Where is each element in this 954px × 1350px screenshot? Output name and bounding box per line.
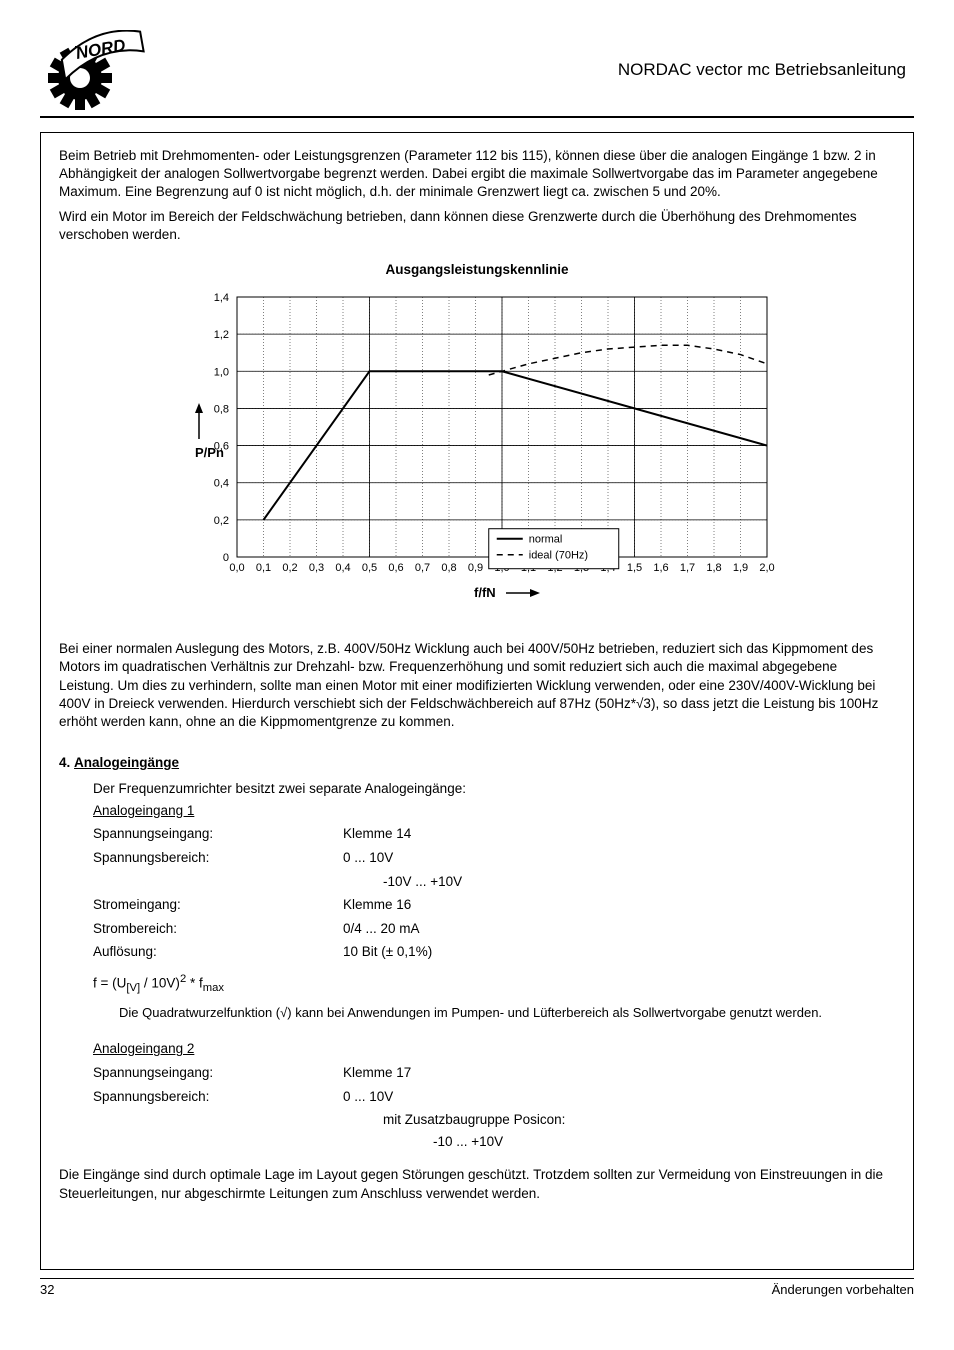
svg-text:1,0: 1,0 <box>214 366 229 378</box>
svg-text:1,7: 1,7 <box>680 562 695 574</box>
section-4-num: 4. <box>59 755 70 770</box>
chart-title: Ausgangsleistungskennlinie <box>59 262 895 277</box>
spec-row: Strombereich:0/4 ... 20 mA <box>93 918 895 940</box>
spec-row: -10 ... +10V <box>93 1131 895 1153</box>
svg-text:1,5: 1,5 <box>627 562 642 574</box>
svg-text:0,1: 0,1 <box>256 562 271 574</box>
svg-text:1,8: 1,8 <box>706 562 721 574</box>
line-chart: 0,00,10,20,30,40,50,60,70,80,91,01,11,21… <box>177 287 777 607</box>
section-4-title: Analogeingänge <box>74 755 179 770</box>
spec-row: Stromeingang:Klemme 16 <box>93 894 895 916</box>
footer: 32 Änderungen vorbehalten <box>40 1278 914 1297</box>
page-number: 32 <box>40 1282 54 1297</box>
spec-row: Spannungsbereich:0 ... 10V <box>93 1086 895 1108</box>
svg-text:P/Pn: P/Pn <box>195 445 224 460</box>
intro-p2: Wird ein Motor im Bereich der Feldschwäc… <box>59 208 895 244</box>
posicon-note: mit Zusatzbaugruppe Posicon: <box>93 1109 895 1131</box>
section-4-intro: Der Frequenzumrichter besitzt zwei separ… <box>93 778 895 800</box>
svg-text:1,9: 1,9 <box>733 562 748 574</box>
content: Beim Betrieb mit Drehmomenten- oder Leis… <box>40 132 914 1270</box>
svg-text:1,6: 1,6 <box>653 562 668 574</box>
doc-title: NORDAC vector mc Betriebsanleitung <box>150 60 914 80</box>
svg-text:0,9: 0,9 <box>468 562 483 574</box>
formula: f = (U[V] / 10V)2 * fmax <box>93 973 895 994</box>
spec-row: Spannungseingang:Klemme 17 <box>93 1062 895 1084</box>
svg-text:1,2: 1,2 <box>214 329 229 341</box>
svg-text:0,5: 0,5 <box>362 562 377 574</box>
svg-text:0,2: 0,2 <box>214 515 229 527</box>
svg-text:0,0: 0,0 <box>229 562 244 574</box>
svg-text:0,6: 0,6 <box>388 562 403 574</box>
svg-text:0,3: 0,3 <box>309 562 324 574</box>
svg-text:0,8: 0,8 <box>441 562 456 574</box>
page: NORD NORDAC vector mc Betriebsanleitung … <box>0 0 954 1317</box>
spec-row: Spannungseingang:Klemme 14 <box>93 823 895 845</box>
spec-row: Analogeingang 1 <box>93 800 895 822</box>
svg-text:NORD: NORD <box>74 36 127 63</box>
formula-note: Die Quadratwurzelfunktion (√) kann bei A… <box>119 1004 895 1022</box>
analog-input-1-specs: Analogeingang 1Spannungseingang:Klemme 1… <box>93 800 895 963</box>
svg-text:f/fN: f/fN <box>474 585 496 600</box>
analog-input-2-specs: Analogeingang 2Spannungseingang:Klemme 1… <box>93 1038 895 1107</box>
svg-text:0: 0 <box>223 552 229 564</box>
header-rule <box>40 116 914 118</box>
intro-p1: Beim Betrieb mit Drehmomenten- oder Leis… <box>59 147 895 202</box>
section-4-closing: Die Eingänge sind durch optimale Lage im… <box>59 1166 895 1202</box>
svg-text:normal: normal <box>529 534 563 546</box>
svg-text:2,0: 2,0 <box>759 562 774 574</box>
svg-text:0,4: 0,4 <box>214 478 229 490</box>
spec-row: Spannungsbereich:0 ... 10V <box>93 847 895 869</box>
footer-note: Änderungen vorbehalten <box>772 1282 914 1297</box>
header: NORD NORDAC vector mc Betriebsanleitung <box>40 30 914 110</box>
analog-input-2-extra: -10 ... +10V <box>93 1131 895 1153</box>
svg-text:0,8: 0,8 <box>214 404 229 416</box>
after-chart-para: Bei einer normalen Auslegung des Motors,… <box>59 640 895 731</box>
chart-wrap: 0,00,10,20,30,40,50,60,70,80,91,01,11,21… <box>59 287 895 612</box>
spec-row: Auflösung:10 Bit (± 0,1%) <box>93 941 895 963</box>
svg-text:ideal (70Hz): ideal (70Hz) <box>529 550 588 562</box>
spec-row: Analogeingang 2 <box>93 1038 895 1060</box>
svg-text:0,7: 0,7 <box>415 562 430 574</box>
svg-text:0,4: 0,4 <box>335 562 350 574</box>
svg-text:0,2: 0,2 <box>282 562 297 574</box>
spec-row: -10V ... +10V <box>93 871 895 893</box>
section-4-heading: 4. Analogeingänge <box>59 755 895 770</box>
svg-text:1,4: 1,4 <box>214 292 229 304</box>
nord-logo: NORD <box>40 30 150 110</box>
